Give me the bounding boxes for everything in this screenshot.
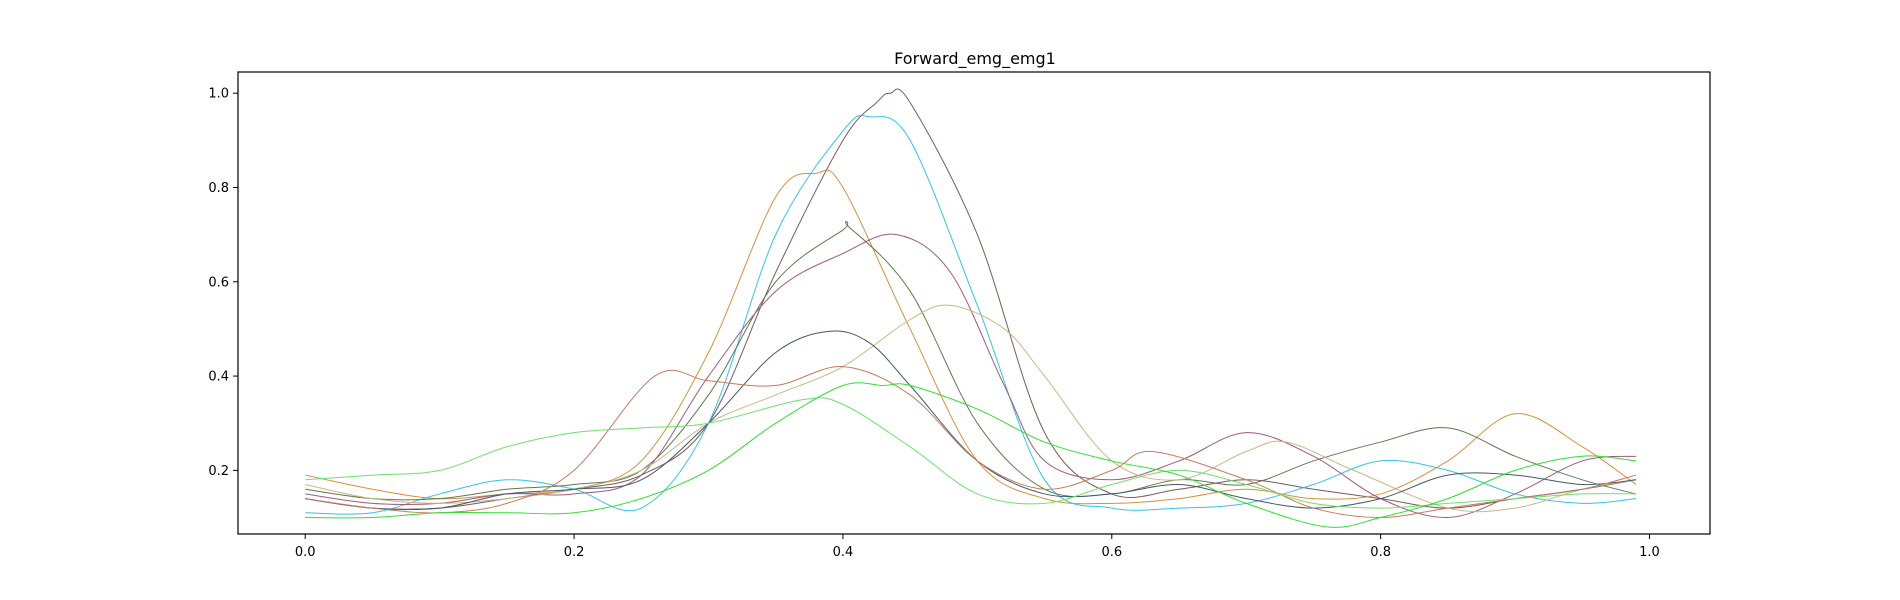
- y-tick-label: 0.4: [208, 370, 229, 385]
- series-line-2: [305, 114, 1637, 515]
- x-tick-label: 0.6: [1101, 545, 1122, 560]
- plot-area-frame: [237, 71, 1711, 535]
- series-line-9: [305, 397, 1637, 509]
- series-line-1: [305, 88, 1637, 510]
- series-line-6: [305, 304, 1637, 513]
- x-tick-label: 1.0: [1639, 545, 1660, 560]
- series-line-5: [305, 233, 1637, 519]
- y-tick-label: 1.0: [208, 87, 229, 102]
- y-axis: 0.2 0.4 0.6 0.8 1.0: [208, 87, 238, 479]
- series-layer: [305, 88, 1637, 528]
- x-tick-label: 0.0: [295, 545, 316, 560]
- chart-title: Forward_emg_emg1: [894, 49, 1056, 69]
- x-tick-label: 0.8: [1370, 545, 1391, 560]
- y-tick-label: 0.6: [208, 275, 229, 290]
- series-line-8: [305, 366, 1637, 519]
- y-tick-label: 0.2: [208, 464, 229, 479]
- x-tick-label: 0.2: [564, 545, 585, 560]
- series-line-3: [305, 169, 1637, 505]
- series-line-7: [305, 330, 1637, 511]
- x-axis: 0.0 0.2 0.4 0.6 0.8 1.0: [295, 534, 1660, 560]
- y-tick-label: 0.8: [208, 181, 229, 196]
- series-line-4: [305, 220, 1637, 501]
- x-tick-label: 0.4: [833, 545, 854, 560]
- series-line-10: [305, 382, 1637, 528]
